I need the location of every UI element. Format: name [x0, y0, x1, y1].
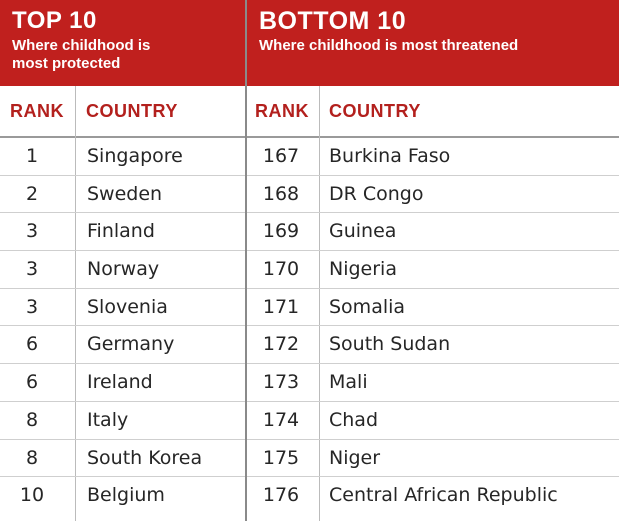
bottom-10-header: BOTTOM 10 Where childhood is most threat… [247, 0, 619, 86]
table-row: 167 Burkina Faso [247, 138, 619, 176]
country-cell: Central African Republic [329, 484, 558, 507]
bottom-10-panel: BOTTOM 10 Where childhood is most threat… [247, 0, 619, 521]
table-row: 3 Norway [0, 251, 245, 289]
rank-cell: 173 [262, 371, 300, 394]
country-cell: Burkina Faso [329, 145, 451, 167]
table-row: 8 Italy [0, 402, 245, 440]
column-divider [75, 86, 76, 521]
table-row: 172 South Sudan [247, 326, 619, 365]
rank-cell: 6 [25, 333, 39, 356]
table-row: 174 Chad [247, 402, 619, 440]
rank-column-header: RANK [255, 101, 309, 121]
bottom-10-table: 167 Burkina Faso 168 DR Congo 169 Guinea 170 Ni… [247, 138, 619, 514]
country-cell: Finland [87, 220, 155, 243]
country-cell: Mali [329, 371, 368, 394]
country-cell: Germany [87, 333, 175, 356]
table-row: 171 Somalia [247, 289, 619, 327]
top-10-subtitle: Where childhood is most protected [12, 37, 245, 73]
top-10-header: TOP 10 Where childhood is most protected [0, 0, 245, 86]
rank-cell: 172 [262, 333, 300, 356]
country-cell: Belgium [87, 484, 165, 507]
top-10-subtitle-line2: most protected [12, 55, 121, 72]
table-row: 173 Mali [247, 364, 619, 402]
rank-cell: 174 [262, 408, 300, 431]
table-row: 6 Germany [0, 326, 245, 365]
table-row: 2 Sweden [0, 176, 245, 214]
rank-cell: 3 [25, 220, 39, 243]
country-cell: Guinea [329, 220, 397, 243]
table-row: 175 Niger [247, 440, 619, 478]
country-cell: Ireland [87, 371, 153, 394]
country-cell: Slovenia [87, 295, 168, 318]
country-cell: Norway [87, 258, 160, 281]
country-cell: Chad [329, 408, 379, 431]
rank-cell: 171 [262, 295, 300, 318]
rank-column-header: RANK [10, 101, 64, 121]
top-10-title: TOP 10 [12, 7, 97, 34]
country-cell: South Sudan [329, 333, 451, 356]
rank-cell: 169 [262, 220, 300, 243]
bottom-10-subtitle: Where childhood is most threatened [259, 37, 519, 54]
table-row: 3 Finland [0, 213, 245, 252]
country-cell: DR Congo [329, 182, 424, 205]
country-cell: Singapore [87, 145, 183, 167]
table-row: 170 Nigeria [247, 251, 619, 289]
country-column-header: COUNTRY [86, 101, 178, 121]
column-divider [319, 86, 320, 521]
rank-cell: 170 [262, 258, 300, 281]
table-row: 3 Slovenia [0, 289, 245, 327]
country-cell: Sweden [87, 182, 163, 205]
country-cell: Nigeria [329, 258, 397, 281]
country-column-header: COUNTRY [329, 101, 421, 121]
rank-cell: 2 [25, 182, 39, 205]
rank-cell: 8 [25, 446, 39, 469]
rank-cell: 1 [25, 145, 39, 167]
table-row: 6 Ireland [0, 364, 245, 402]
table-row: 169 Guinea [247, 213, 619, 252]
panel-divider [245, 0, 247, 521]
table-row: 176 Central African Republic [247, 477, 619, 514]
rank-cell: 167 [262, 145, 300, 167]
rank-cell: 175 [262, 446, 300, 469]
rank-cell: 6 [25, 371, 39, 394]
table-row: 168 DR Congo [247, 176, 619, 214]
country-cell: Somalia [329, 295, 406, 318]
rank-cell: 3 [25, 258, 39, 281]
rank-cell: 3 [25, 295, 39, 318]
rank-cell: 8 [25, 408, 39, 431]
rank-cell: 176 [262, 484, 300, 507]
table-row: 10 Belgium [0, 477, 245, 514]
table-row: 1 Singapore [0, 138, 245, 176]
bottom-10-column-headers: RANK COUNTRY [247, 86, 619, 138]
rank-cell: 168 [262, 182, 300, 205]
country-cell: Niger [329, 446, 381, 469]
rank-cell: 10 [19, 484, 45, 507]
top-10-column-headers: RANK COUNTRY [0, 86, 245, 138]
top-10-panel: TOP 10 Where childhood is most protected… [0, 0, 245, 521]
country-cell: South Korea [87, 446, 203, 469]
bottom-10-title: BOTTOM 10 [259, 7, 407, 35]
country-cell: Italy [87, 408, 129, 431]
table-row: 8 South Korea [0, 440, 245, 478]
top-10-table: 1 Singapore 2 Sweden 3 Finland 3 Norway 3 Sloveni… [0, 138, 245, 514]
top-10-subtitle-line1: Where childhood is [12, 37, 151, 54]
